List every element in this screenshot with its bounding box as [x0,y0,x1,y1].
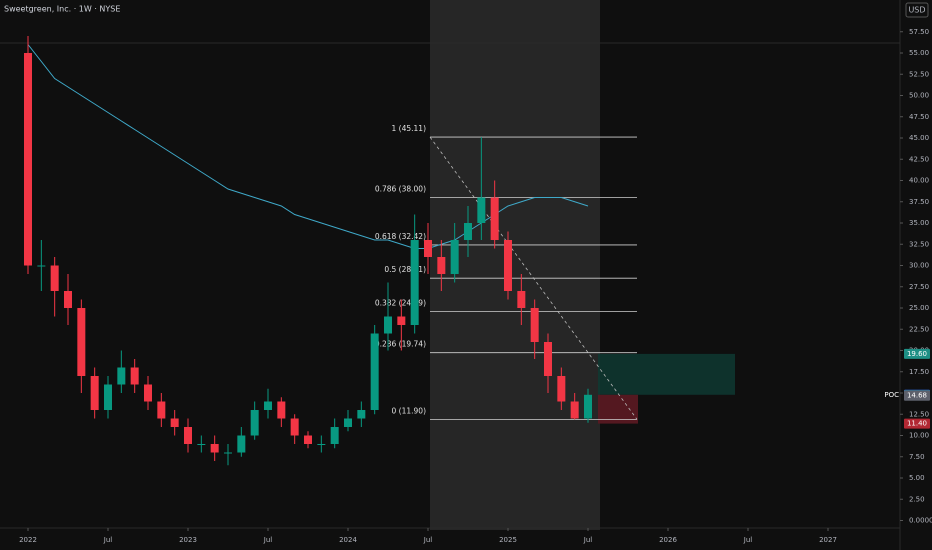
x-tick-label: 2022 [19,536,37,544]
candle-body [544,342,552,376]
y-tick-label: 57.50 [909,28,929,36]
stop-zone [598,394,638,424]
candle-body [77,308,86,376]
fib-label: 0.618 (32.42) [375,232,426,241]
candle-body [517,291,526,308]
y-tick-label: 37.50 [909,198,929,206]
y-tick-label: 27.50 [909,283,929,291]
header-title: Sweetgreen, Inc. · 1W · NYSE [4,5,120,14]
candle-body [304,435,312,444]
candle-body [104,384,112,410]
x-tick-label: 2027 [819,536,837,544]
y-tick-label: 52.50 [909,70,929,78]
candle-body [450,240,459,274]
currency[interactable]: USD [908,6,925,15]
candle-body [210,444,219,453]
price-badge-label: 11.40 [907,420,927,428]
candle-body [370,333,379,410]
price-badge [904,390,930,401]
candle-body [50,265,59,291]
x-tick-label: 2024 [339,536,357,544]
candle-body [397,316,406,325]
y-tick-label: 17.50 [909,368,929,376]
y-tick-label: 25.00 [909,304,929,312]
candle-body [24,53,32,266]
candle-body [490,197,499,240]
candle-body [277,401,286,419]
y-tick-label: 55.00 [909,49,929,57]
candle-body [224,452,232,454]
candle-body [477,197,486,223]
x-tick-label: Jul [583,536,593,544]
y-tick-label: 35.00 [909,219,929,227]
candle-body [170,418,179,427]
y-tick-label: 30.00 [909,262,929,270]
x-tick-label: Jul [743,536,753,544]
x-tick-label: 2023 [179,536,197,544]
candle-body [464,223,472,240]
candle-body [90,376,99,410]
candle-body [384,316,392,334]
candle-body [424,240,432,257]
candle-body [344,418,352,427]
y-tick-label: 5.00 [909,474,925,482]
candle-body [437,257,446,274]
candle-body [144,384,152,402]
candle-body [64,291,72,308]
candle-body [184,427,192,444]
y-tick-label: 45.00 [909,134,929,142]
candle-body [250,410,259,436]
y-tick-label: 12.50 [909,410,929,418]
candle-body [130,367,139,385]
fib-label: 0.382 (24.59) [375,298,426,307]
candle-body [584,394,592,419]
candle-body [570,401,579,419]
y-tick-label: 32.50 [909,240,929,248]
candle-body [317,444,326,445]
y-tick-label: 47.50 [909,113,929,121]
candle-body [237,435,246,453]
y-tick-label: 50.00 [909,92,929,100]
candle-body [504,240,512,291]
candle-body [290,418,299,436]
y-tick-label: 40.00 [909,177,929,185]
candle-body [157,401,166,419]
y-tick-label: 22.50 [909,325,929,333]
candle-body [410,240,419,325]
y-tick-label: 0.0000 [909,517,932,525]
price-badge-label: 19.60 [907,350,927,358]
candle-body [357,410,366,419]
fib-label: 1 (45.11) [392,124,427,133]
fib-label: 0.236 (19.74) [375,340,426,349]
fib-label: 0.786 (38.00) [375,185,426,194]
x-tick-label: Jul [423,536,433,544]
target-zone [598,353,735,395]
poc-label: POC [884,391,899,399]
y-tick-label: 42.50 [909,155,929,163]
fib-trend [429,136,638,420]
candle-body [264,401,272,410]
y-tick-label: 10.00 [909,432,929,440]
candle-body [117,367,126,385]
candle-body [197,444,206,445]
plot: 1 (45.11) 0.786 (38.00) 0.618 (32.42) 0.5 (… [24,36,735,466]
currency-button[interactable] [905,2,929,18]
candle-body [530,308,539,342]
price-badge-label: 14.68 [907,392,927,400]
candle-body [37,265,46,267]
price-badge [904,418,930,429]
y-tick-label: 2.50 [909,495,925,503]
candle-body [330,427,339,444]
y-tick-label: 7.50 [909,453,925,461]
x-tick-label: Jul [103,536,113,544]
fib-label: 0.5 (28.51) [384,265,426,274]
x-tick-label: 2026 [659,536,677,544]
fib-label: 0 (11.90) [392,406,427,415]
price-badge [904,348,930,359]
x-tick-label: 2025 [499,536,517,544]
x-tick-label: Jul [263,536,273,544]
candle-body [557,376,566,402]
